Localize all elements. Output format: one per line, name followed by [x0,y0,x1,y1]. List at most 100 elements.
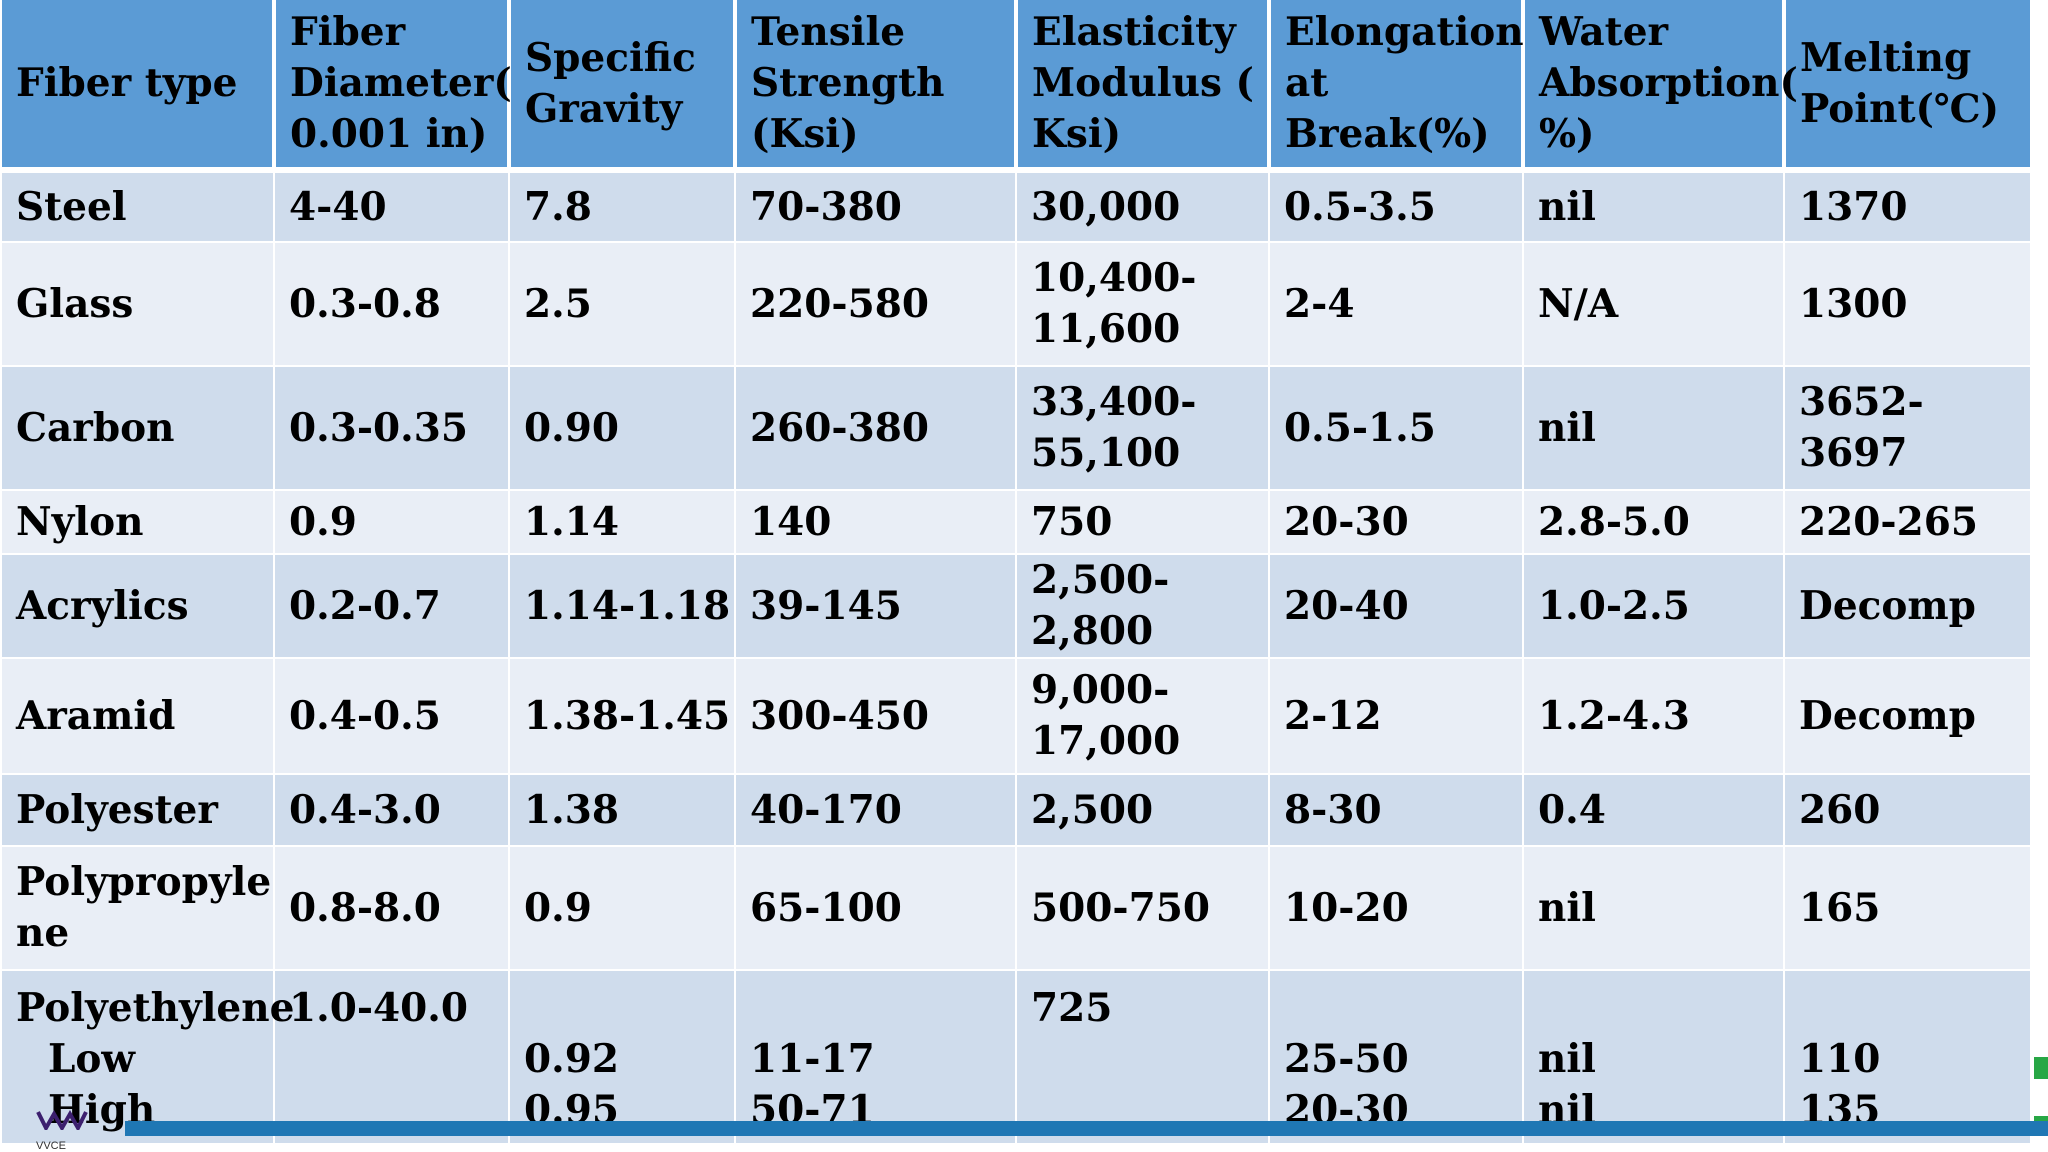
cell-polyester-type: Polyester [2,774,275,847]
cell-carbon-type: Carbon [2,366,275,491]
header-line: Fiber [290,9,406,55]
cell-value: 2.5 [524,280,592,327]
cell-polyethylene-type: Polyethylene Low High [2,970,295,1145]
header-line: Point(℃) [1800,85,2000,132]
table-row-glass: Glass 0.3-0.8 2.5 220-580 10,400- 11,600 2-4 N… [2,242,2030,367]
polyethylene-low-label: Low [48,1036,136,1082]
header-line: 0.001 in) [290,111,488,157]
cell-value: 2-12 [1284,692,1382,739]
cell-value: 4-40 [289,183,387,230]
cell-polyethylene-diameter: 1.0-40.0 [274,970,510,1145]
table-row-polyethylene: Polyethylene Low High 1.0-40.0 0.92 0.95… [2,970,2030,1145]
cell-value: Polypropyle ne [16,859,272,956]
cell-steel-gravity: 7.8 [509,170,736,243]
cell-value: Acrylics [16,582,189,629]
header-fiber-diameter: Fiber Diameter(0.001 in) [274,0,512,173]
header-line: Gravity [525,85,683,132]
cell-carbon-water: nil [1523,366,1785,491]
cell-aramid-modulus: 9,000- 17,000 [1016,658,1270,775]
cell-steel-diameter: 4-40 [274,170,510,243]
header-line: Break(%) [1285,111,1490,157]
header-line: Fiber type [16,60,238,106]
table-row-steel: Steel 4-40 7.8 70-380 30,000 0.5-3.5 nil 1370 [2,170,2030,243]
cell-polyethylene-melting: 110 135 [1784,970,2030,1145]
header-elasticity-modulus: Elasticity Modulus (Ksi) [1016,0,1271,173]
polyethylene-elongation-low: 25-50 [1284,1036,1409,1082]
cell-value: 1.38 [524,786,619,833]
cell-value: nil [1538,183,1596,230]
cell-value: Decomp [1799,692,1976,739]
header-line: Absorption( [1539,60,1798,106]
header-line: (Ksi) [751,111,859,157]
cell-nylon-modulus: 750 [1016,490,1270,555]
footer-bar [125,1121,2048,1136]
cell-polyester-diameter: 0.4-3.0 [274,774,510,847]
cell-glass-modulus: 10,400- 11,600 [1016,242,1270,367]
table-row-nylon: Nylon 0.9 1.14 140 750 20-30 2.8-5.0 220-265 [2,490,2030,555]
cell-value: 8-30 [1284,786,1382,833]
cell-polypropylene-tensile: 65-100 [735,846,1017,971]
cell-value: 0.3-0.35 [289,404,469,451]
header-line: Water [1539,9,1669,55]
cell-aramid-melting: Decomp [1784,658,2030,775]
cell-value: 0.2-0.7 [289,582,441,629]
cell-value: 33,400- 55,100 [1031,379,1197,476]
cell-value: 1.2-4.3 [1538,692,1690,739]
cell-value: 300-450 [750,692,930,739]
cell-acrylics-gravity: 1.14-1.18 [509,554,736,659]
cell-glass-water: N/A [1523,242,1785,367]
cell-value: 1.14-1.18 [524,582,731,629]
cell-steel-water: nil [1523,170,1785,243]
cell-acrylics-modulus: 2,500-2,800 [1016,554,1270,659]
cell-polyester-modulus: 2,500 [1016,774,1270,847]
cell-acrylics-elongation: 20-40 [1269,554,1524,659]
cell-value: 2,500 [1031,786,1154,833]
edge-accent [2034,1057,2048,1079]
cell-value: 1300 [1799,280,1908,327]
cell-value: 2.8-5.0 [1538,498,1690,545]
cell-value: 65-100 [750,884,902,931]
header-water-absorption: Water Absorption(%) [1523,0,1798,173]
table-row-polyester: Polyester 0.4-3.0 1.38 40-170 2,500 8-30 0.4 26… [2,774,2030,847]
cell-value: 140 [750,498,832,545]
cell-nylon-melting: 220-265 [1784,490,2030,555]
cell-aramid-gravity: 1.38-1.45 [509,658,736,775]
cell-value: 0.9 [289,498,357,545]
cell-polypropylene-diameter: 0.8-8.0 [274,846,510,971]
cell-value: 1370 [1799,183,1908,230]
cell-value: 9,000- 17,000 [1031,667,1181,764]
cell-polyethylene-gravity: 0.92 0.95 [509,970,736,1145]
cell-aramid-water: 1.2-4.3 [1523,658,1785,775]
cell-value: 0.4-3.0 [289,786,441,833]
cell-polypropylene-water: nil [1523,846,1785,971]
cell-polypropylene-gravity: 0.9 [509,846,736,971]
edge-accent-line [2034,1116,2048,1121]
cell-value: 20-30 [1284,498,1409,545]
cell-aramid-diameter: 0.4-0.5 [274,658,510,775]
cell-acrylics-water: 1.0-2.5 [1523,554,1785,659]
cell-value: 30,000 [1031,183,1181,230]
cell-value: 0.5-3.5 [1284,183,1436,230]
cell-polypropylene-type: Polypropyle ne [2,846,275,971]
cell-polypropylene-elongation: 10-20 [1269,846,1524,971]
cell-value: Nylon [16,498,144,545]
cell-polyester-tensile: 40-170 [735,774,1017,847]
header-line: at [1285,60,1329,106]
header-line: Elasticity [1032,9,1236,55]
header-specific-gravity: Specific Gravity [509,0,737,173]
logo-text: VVCE [36,1140,66,1152]
cell-value: 2-4 [1284,280,1355,327]
cell-value: Aramid [16,692,176,739]
header-line: Tensile [751,9,906,55]
cell-value: 20-40 [1284,582,1409,629]
header-line: Specific [525,34,696,81]
cell-value: 0.3-0.8 [289,280,441,327]
cell-nylon-tensile: 140 [735,490,1017,555]
cell-carbon-gravity: 0.90 [509,366,736,491]
cell-nylon-gravity: 1.14 [509,490,736,555]
cell-value: 165 [1799,884,1881,931]
polyethylene-label: Polyethylene [16,985,295,1031]
cell-value: 10,400- 11,600 [1031,255,1197,352]
cell-carbon-melting: 3652-3697 [1784,366,2030,491]
header-line: Elongation [1285,9,1524,55]
